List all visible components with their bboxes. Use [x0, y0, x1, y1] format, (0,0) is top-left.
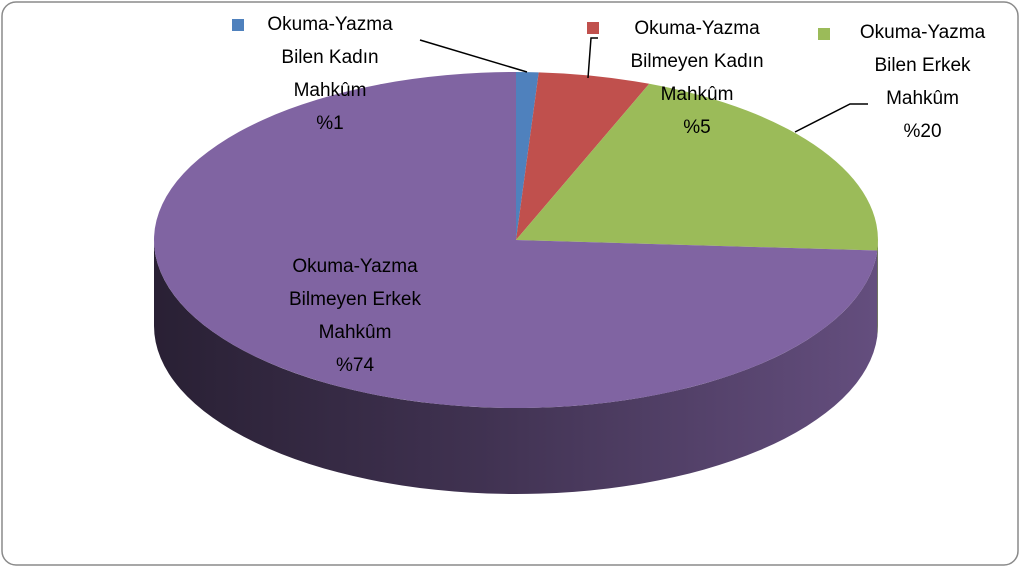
label-marker — [243, 262, 255, 274]
slice — [516, 72, 650, 240]
leader-line — [794, 103, 868, 133]
label-value: %1 — [316, 113, 344, 134]
slice-side — [153, 240, 878, 495]
slice-side — [877, 240, 878, 337]
slice — [153, 72, 878, 409]
label-value: %74 — [335, 355, 375, 376]
label-name: Okuma-Yazma Bilmeyen Erkek Mahkûm — [289, 256, 421, 343]
label-value: %5 — [683, 117, 711, 138]
label-name: Okuma-Yazma Bilen Kadın Mahkûm — [267, 14, 393, 101]
label-name: Okuma-Yazma Bilmeyen Kadın Mahkûm — [630, 18, 764, 105]
leader-line — [587, 37, 598, 79]
data-label: Okuma-Yazma Bilen Kadın Mahkûm %1 — [245, 8, 415, 140]
data-label: Okuma-Yazma Bilmeyen Kadın Mahkûm %5 — [612, 12, 782, 144]
leader-line — [419, 39, 528, 73]
data-label: Okuma-Yazma Bilmeyen Erkek Mahkûm %74 — [265, 250, 445, 382]
label-name: Okuma-Yazma Bilen Erkek Mahkûm — [859, 22, 986, 109]
slice — [516, 72, 539, 240]
label-marker — [232, 19, 244, 31]
label-marker — [818, 28, 830, 40]
label-value: %20 — [903, 121, 942, 142]
slice — [516, 83, 878, 251]
data-label: Okuma-Yazma Bilen Erkek Mahkûm %20 — [845, 16, 1000, 148]
label-marker — [587, 22, 599, 34]
